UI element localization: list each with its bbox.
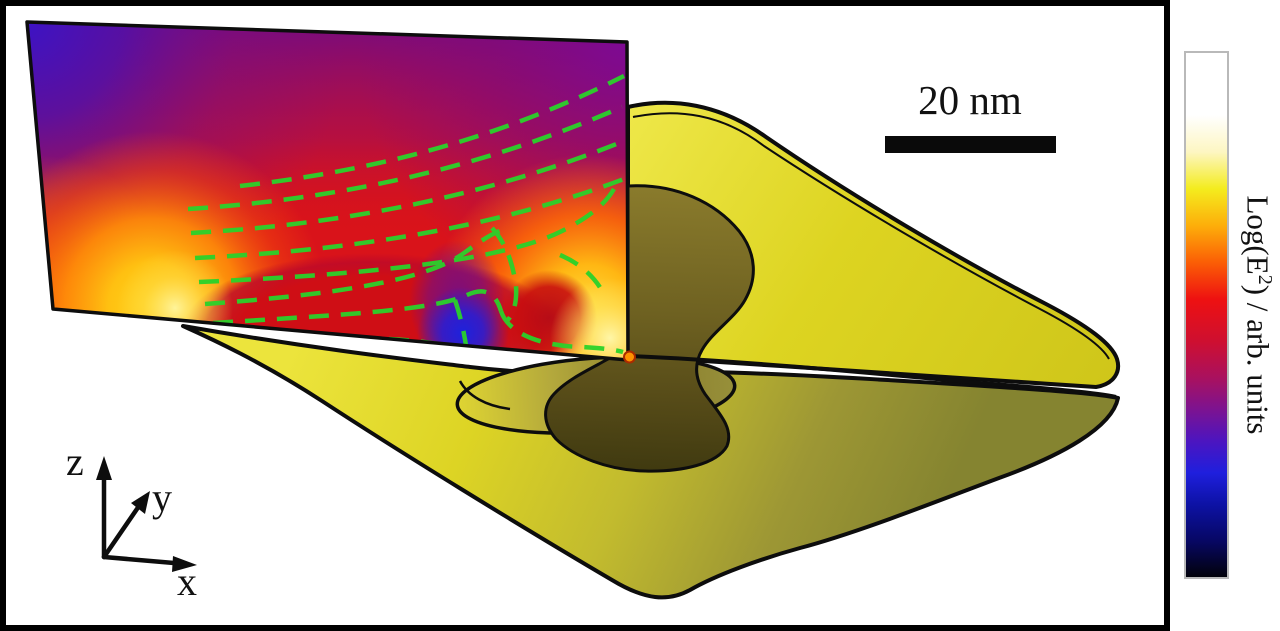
x-axis-arrow [101,554,177,566]
colorbar-label-prefix: Log(E [1240,195,1276,275]
top-plate-thickness-line [632,112,1110,360]
plate-gap-line [629,354,1117,399]
figure-frame [0,0,1170,631]
field-map-plane [25,20,630,362]
crater-lip-line [458,380,511,411]
axis-label-x: x [177,559,197,604]
gold-nanostructure [181,100,1120,600]
scale-bar [885,136,1056,153]
axis-label-y: y [152,475,172,520]
scale-bar-label: 20 nm [918,77,1022,123]
cutaway-neck-face [544,184,755,473]
colorbar-label-exponent: 2 [1254,274,1276,285]
y-axis-arrow [101,503,142,560]
colorbar-label: Log(E2) / arb. units [1231,100,1276,530]
axis-label-z: z [66,439,84,484]
colorbar-label-suffix: ) / arb. units [1240,284,1276,435]
axes-triad [96,456,197,572]
field-point-marker [623,350,636,364]
colorbar [1184,51,1229,579]
